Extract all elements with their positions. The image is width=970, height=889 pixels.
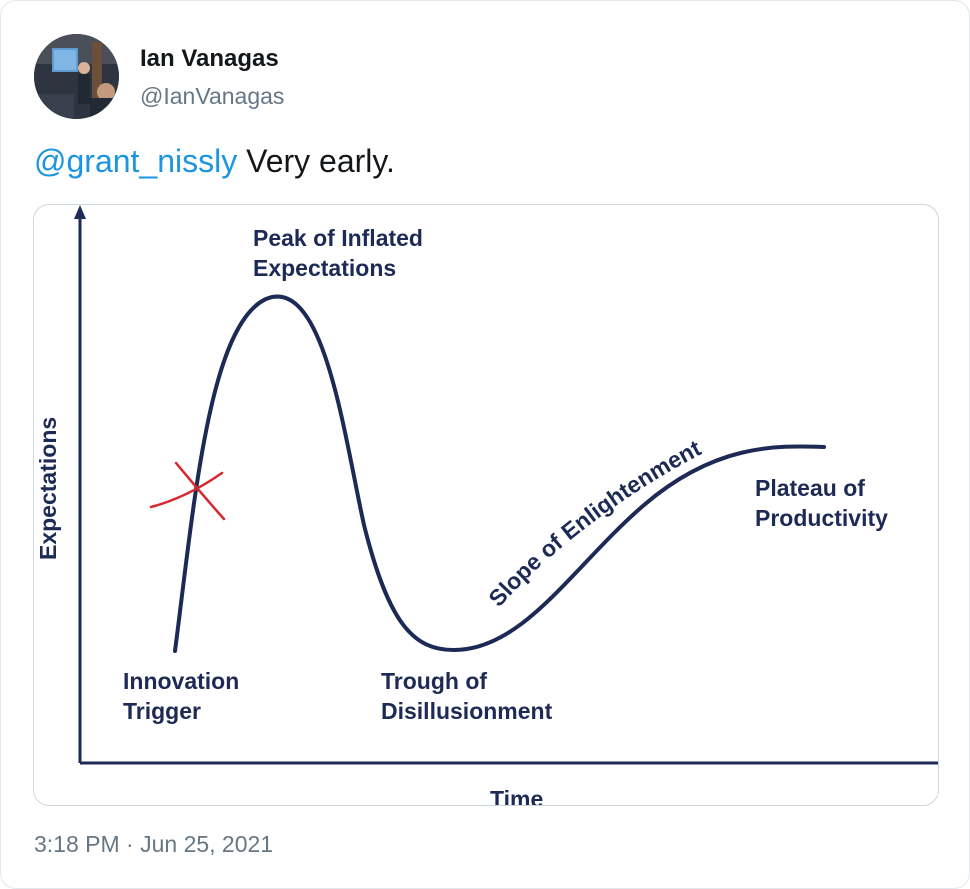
author-name[interactable]: Ian Vanagas [140,45,279,72]
tweet-media-chart[interactable]: Peak of Inflated Expectations Plateau of… [33,204,939,806]
label-peak-line2: Expectations [253,255,396,281]
tweet-text: @grant_nissly Very early. [34,143,395,180]
tweet-body: Very early. [237,143,395,179]
y-axis-label: Expectations [35,417,61,560]
label-peak-line1: Peak of Inflated [253,225,423,251]
x-axis-label: Time [490,786,543,805]
avatar-photo-icon [34,34,119,119]
tweet-timestamp[interactable]: 3:18 PM · Jun 25, 2021 [34,831,274,857]
mention-link[interactable]: @grant_nissly [34,143,238,179]
y-axis-arrow-icon [74,205,86,219]
avatar[interactable] [34,34,119,119]
label-slope-path: Slope of Enlightenment [483,435,705,612]
label-slope: Slope of Enlightenment [483,435,705,612]
label-innovation-line1: Innovation [123,668,239,694]
red-x-annotation-icon [149,461,226,521]
label-plateau-line1: Plateau of [755,475,865,501]
label-trough-line1: Trough of [381,668,487,694]
label-plateau-line2: Productivity [755,505,888,531]
author-handle[interactable]: @IanVanagas [140,83,285,109]
hype-curve [173,294,826,653]
label-innovation-line2: Trigger [123,698,201,724]
label-trough-line2: Disillusionment [381,698,553,724]
hype-cycle-chart: Peak of Inflated Expectations Plateau of… [35,205,938,805]
